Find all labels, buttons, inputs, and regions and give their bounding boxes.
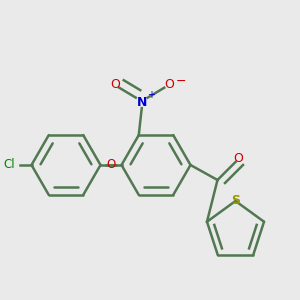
Text: N: N <box>136 96 147 109</box>
Text: +: + <box>147 90 155 100</box>
Text: O: O <box>234 152 243 166</box>
Text: O: O <box>110 78 120 91</box>
Text: O: O <box>164 78 174 91</box>
Text: Cl: Cl <box>3 158 15 172</box>
Text: −: − <box>176 75 186 88</box>
Text: O: O <box>106 158 116 172</box>
Text: S: S <box>231 194 240 208</box>
